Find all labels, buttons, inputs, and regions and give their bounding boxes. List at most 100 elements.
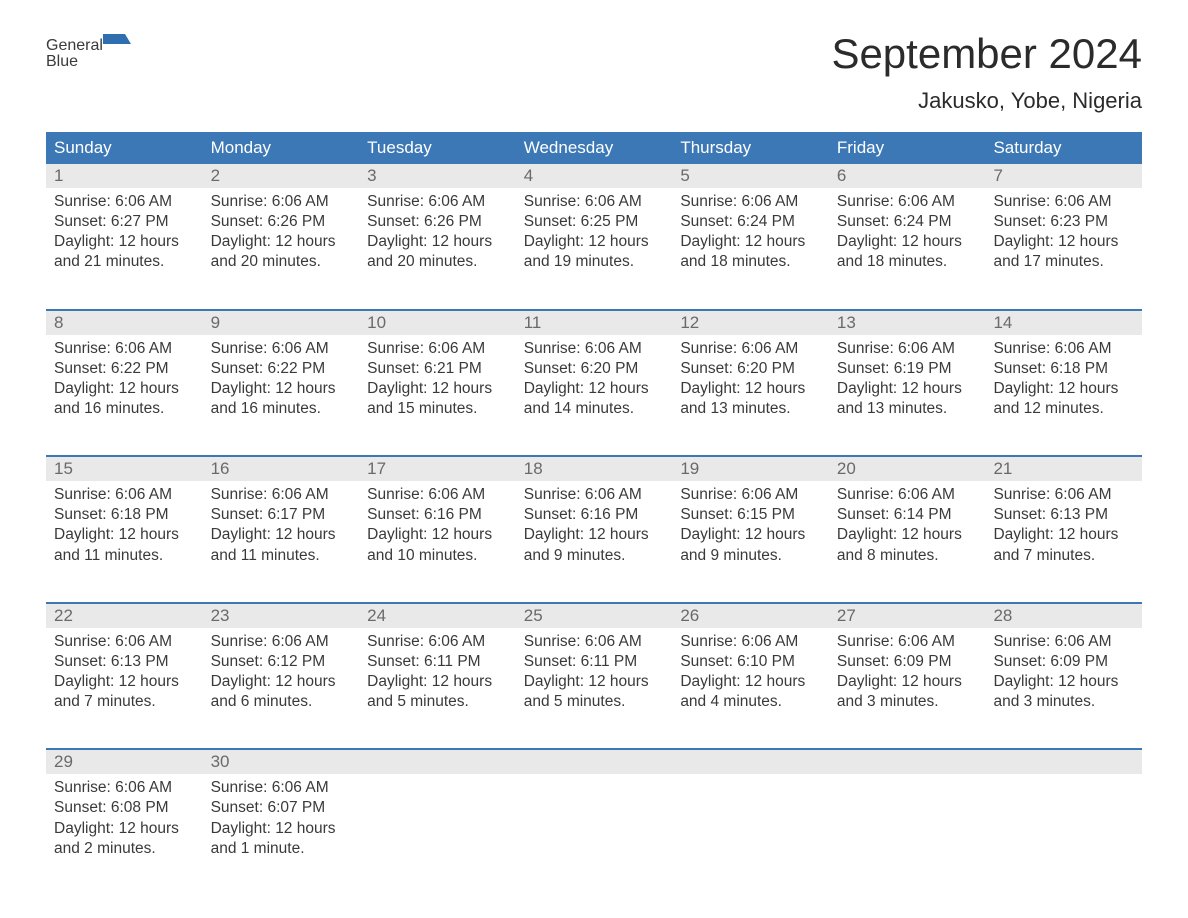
- sunrise: Sunrise: 6:06 AM: [367, 192, 508, 212]
- daylight-line2: and 14 minutes.: [524, 399, 665, 419]
- daylight-line1: Daylight: 12 hours: [524, 525, 665, 545]
- day-cell: Sunrise: 6:06 AMSunset: 6:11 PMDaylight:…: [359, 628, 516, 733]
- daylight-line2: and 20 minutes.: [367, 252, 508, 272]
- sunrise: Sunrise: 6:06 AM: [211, 339, 352, 359]
- day-number: 17: [359, 457, 516, 481]
- day-number: [829, 750, 986, 774]
- daynum-row: 2930: [46, 750, 1142, 774]
- day-number: 24: [359, 604, 516, 628]
- daylight-line2: and 16 minutes.: [211, 399, 352, 419]
- header: General Blue September 2024 Jakusko, Yob…: [46, 30, 1142, 114]
- day-number: [672, 750, 829, 774]
- logo-text-blue: Blue: [46, 54, 131, 70]
- day-number: 25: [516, 604, 673, 628]
- week-body-row: Sunrise: 6:06 AMSunset: 6:08 PMDaylight:…: [46, 774, 1142, 879]
- daylight-line2: and 16 minutes.: [54, 399, 195, 419]
- daylight-line1: Daylight: 12 hours: [211, 232, 352, 252]
- title-block: September 2024 Jakusko, Yobe, Nigeria: [831, 30, 1142, 114]
- daylight-line2: and 21 minutes.: [54, 252, 195, 272]
- sunset: Sunset: 6:10 PM: [680, 652, 821, 672]
- daylight-line2: and 5 minutes.: [367, 692, 508, 712]
- day-number: 23: [203, 604, 360, 628]
- day-number: 3: [359, 164, 516, 188]
- sunrise: Sunrise: 6:06 AM: [54, 632, 195, 652]
- sunrise: Sunrise: 6:06 AM: [211, 485, 352, 505]
- daylight-line1: Daylight: 12 hours: [211, 525, 352, 545]
- sunset: Sunset: 6:16 PM: [524, 505, 665, 525]
- daylight-line1: Daylight: 12 hours: [524, 232, 665, 252]
- dow-cell: Monday: [203, 132, 360, 164]
- day-number: 27: [829, 604, 986, 628]
- sunrise: Sunrise: 6:06 AM: [524, 339, 665, 359]
- sunset: Sunset: 6:08 PM: [54, 798, 195, 818]
- day-cell: Sunrise: 6:06 AMSunset: 6:14 PMDaylight:…: [829, 481, 986, 586]
- daylight-line2: and 10 minutes.: [367, 546, 508, 566]
- daylight-line1: Daylight: 12 hours: [837, 232, 978, 252]
- sunrise: Sunrise: 6:06 AM: [524, 485, 665, 505]
- day-number: 26: [672, 604, 829, 628]
- sunset: Sunset: 6:15 PM: [680, 505, 821, 525]
- day-cell: Sunrise: 6:06 AMSunset: 6:09 PMDaylight:…: [985, 628, 1142, 733]
- sunrise: Sunrise: 6:06 AM: [54, 778, 195, 798]
- day-number: 20: [829, 457, 986, 481]
- daylight-line1: Daylight: 12 hours: [367, 232, 508, 252]
- day-number: 2: [203, 164, 360, 188]
- daylight-line2: and 3 minutes.: [993, 692, 1134, 712]
- sunrise: Sunrise: 6:06 AM: [680, 632, 821, 652]
- day-cell: Sunrise: 6:06 AMSunset: 6:10 PMDaylight:…: [672, 628, 829, 733]
- sunset: Sunset: 6:24 PM: [680, 212, 821, 232]
- day-cell: Sunrise: 6:06 AMSunset: 6:12 PMDaylight:…: [203, 628, 360, 733]
- daylight-line2: and 13 minutes.: [837, 399, 978, 419]
- sunset: Sunset: 6:13 PM: [54, 652, 195, 672]
- sunset: Sunset: 6:21 PM: [367, 359, 508, 379]
- daynum-row: 1234567: [46, 164, 1142, 188]
- day-cell: Sunrise: 6:06 AMSunset: 6:27 PMDaylight:…: [46, 188, 203, 293]
- daylight-line2: and 1 minute.: [211, 839, 352, 859]
- sunrise: Sunrise: 6:06 AM: [680, 339, 821, 359]
- day-cell: Sunrise: 6:06 AMSunset: 6:22 PMDaylight:…: [46, 335, 203, 440]
- sunrise: Sunrise: 6:06 AM: [837, 485, 978, 505]
- sunset: Sunset: 6:09 PM: [993, 652, 1134, 672]
- day-cell: Sunrise: 6:06 AMSunset: 6:26 PMDaylight:…: [203, 188, 360, 293]
- sunset: Sunset: 6:19 PM: [837, 359, 978, 379]
- day-cell: Sunrise: 6:06 AMSunset: 6:15 PMDaylight:…: [672, 481, 829, 586]
- dow-cell: Wednesday: [516, 132, 673, 164]
- day-number: 30: [203, 750, 360, 774]
- sunset: Sunset: 6:27 PM: [54, 212, 195, 232]
- dow-cell: Saturday: [985, 132, 1142, 164]
- sunset: Sunset: 6:14 PM: [837, 505, 978, 525]
- daylight-line2: and 5 minutes.: [524, 692, 665, 712]
- flag-icon: [103, 30, 131, 54]
- day-cell: Sunrise: 6:06 AMSunset: 6:23 PMDaylight:…: [985, 188, 1142, 293]
- sunrise: Sunrise: 6:06 AM: [54, 485, 195, 505]
- daylight-line2: and 9 minutes.: [524, 546, 665, 566]
- daylight-line2: and 7 minutes.: [993, 546, 1134, 566]
- daylight-line1: Daylight: 12 hours: [367, 379, 508, 399]
- dow-header-row: Sunday Monday Tuesday Wednesday Thursday…: [46, 132, 1142, 164]
- daylight-line1: Daylight: 12 hours: [367, 525, 508, 545]
- day-cell: Sunrise: 6:06 AMSunset: 6:13 PMDaylight:…: [46, 628, 203, 733]
- day-cell: Sunrise: 6:06 AMSunset: 6:07 PMDaylight:…: [203, 774, 360, 879]
- day-number: 28: [985, 604, 1142, 628]
- day-number: 18: [516, 457, 673, 481]
- day-number: 12: [672, 311, 829, 335]
- daylight-line1: Daylight: 12 hours: [837, 525, 978, 545]
- day-number: 5: [672, 164, 829, 188]
- daylight-line1: Daylight: 12 hours: [837, 672, 978, 692]
- sunrise: Sunrise: 6:06 AM: [680, 192, 821, 212]
- week-body-row: Sunrise: 6:06 AMSunset: 6:13 PMDaylight:…: [46, 628, 1142, 733]
- daylight-line2: and 15 minutes.: [367, 399, 508, 419]
- sunrise: Sunrise: 6:06 AM: [211, 192, 352, 212]
- daylight-line1: Daylight: 12 hours: [54, 672, 195, 692]
- daylight-line1: Daylight: 12 hours: [54, 525, 195, 545]
- sunrise: Sunrise: 6:06 AM: [524, 632, 665, 652]
- sunset: Sunset: 6:26 PM: [211, 212, 352, 232]
- daylight-line1: Daylight: 12 hours: [993, 379, 1134, 399]
- day-number: 11: [516, 311, 673, 335]
- week-body-row: Sunrise: 6:06 AMSunset: 6:27 PMDaylight:…: [46, 188, 1142, 293]
- month-title: September 2024: [831, 30, 1142, 78]
- sunrise: Sunrise: 6:06 AM: [837, 192, 978, 212]
- daylight-line2: and 20 minutes.: [211, 252, 352, 272]
- daylight-line1: Daylight: 12 hours: [54, 232, 195, 252]
- sunrise: Sunrise: 6:06 AM: [211, 632, 352, 652]
